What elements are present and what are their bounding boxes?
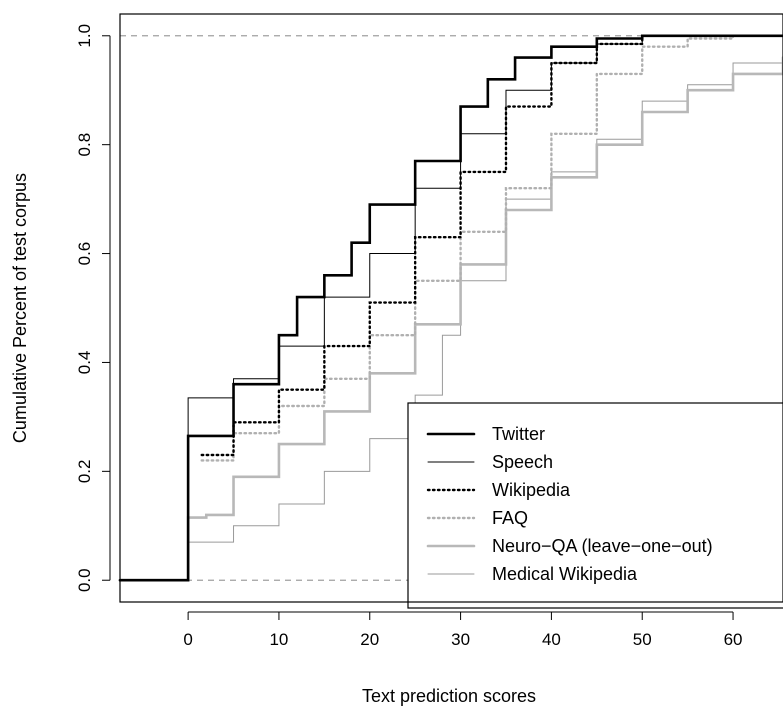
y-tick-label-2: 0.4 (75, 351, 94, 375)
legend-label-2: Wikipedia (492, 480, 571, 500)
x-tick-label-2: 20 (360, 630, 379, 649)
legend-label-5: Medical Wikipedia (492, 564, 638, 584)
y-tick-label-3: 0.6 (75, 242, 94, 266)
x-tick-label-5: 50 (633, 630, 652, 649)
x-tick-label-6: 60 (724, 630, 743, 649)
y-axis-title: Cumulative Percent of test corpus (10, 173, 30, 443)
series-line-3 (200, 34, 783, 462)
legend-label-1: Speech (492, 452, 553, 472)
x-axis-title: Text prediction scores (362, 686, 536, 706)
series-line-2 (200, 34, 783, 457)
series-line-5 (119, 46, 783, 581)
x-tick-label-3: 30 (451, 630, 470, 649)
plot-frame (119, 13, 783, 603)
series-layer (118, 34, 783, 582)
y-tick-label-4: 0.8 (75, 133, 94, 157)
legend-label-3: FAQ (492, 508, 528, 528)
legend: Twitter Speech Wikipedia FAQ Neuro−QA (leave… (407, 402, 783, 609)
legend-label-0: Twitter (492, 424, 545, 444)
x-axis: 0 10 20 30 40 50 60 (183, 611, 743, 649)
y-axis: 0.0 0.2 0.4 0.6 0.8 1.0 (75, 24, 111, 592)
series-line-0 (118, 34, 783, 582)
y-tick-label-5: 1.0 (75, 24, 94, 48)
x-tick-label-0: 0 (183, 630, 192, 649)
x-tick-label-1: 10 (269, 630, 288, 649)
legend-label-4: Neuro−QA (leave−one−out) (492, 536, 713, 556)
y-tick-label-1: 0.2 (75, 460, 94, 484)
y-tick-label-0: 0.0 (75, 568, 94, 592)
series-line-4 (118, 56, 783, 582)
x-tick-label-4: 40 (542, 630, 561, 649)
